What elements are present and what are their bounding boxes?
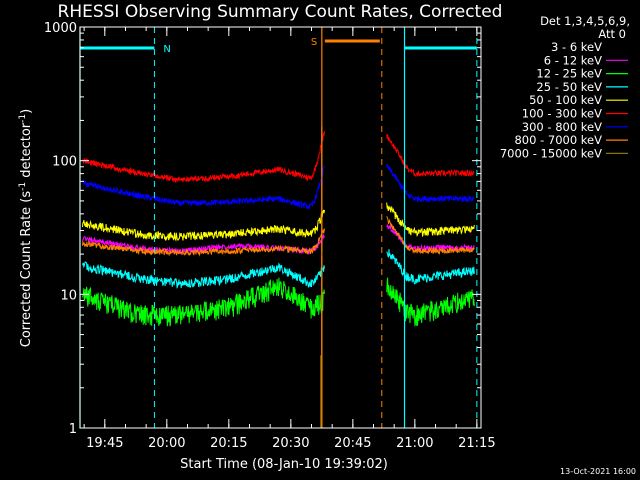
series-line-0-seg0 [82, 249, 325, 268]
y-tick-label-1: 10 [60, 288, 77, 303]
y-tick-label-0: 1 [69, 422, 77, 437]
y-axis-label-main: Corrected Count Rate (s [19, 191, 34, 348]
series-line-3-seg1 [386, 249, 475, 285]
legend-label-5: 100 - 300 keV [522, 107, 602, 121]
y-tick-label-2: 100 [52, 155, 77, 170]
chart-title: RHESSI Observing Summary Count Rates, Co… [58, 2, 503, 22]
legend-label-6: 300 - 800 keV [522, 120, 602, 134]
series-line-2-seg1 [386, 277, 475, 327]
series-line-6-seg1 [386, 163, 475, 204]
series-line-0-seg1 [386, 238, 475, 265]
legend-label-1: 6 - 12 keV [544, 53, 602, 67]
legend-label-2: 12 - 25 keV [536, 67, 602, 81]
series-line-7-seg1 [386, 216, 475, 256]
x-tick-label-5: 21:00 [396, 436, 433, 451]
plot-frame [79, 26, 482, 429]
legend-title-2: Att 0 [598, 27, 626, 41]
generation-timestamp: 13-Oct-2021 16:00 [560, 467, 636, 476]
y-axis-label-end: ) [19, 109, 34, 114]
series-line-2-seg0 [82, 277, 325, 327]
x-tick-label-0: 19:45 [86, 436, 123, 451]
plot-area: N S 1 10 100 1000 19:45 20:00 20:15 20:30 20:45 21:… [44, 21, 496, 451]
x-tick-label-2: 20:15 [210, 436, 247, 451]
legend-label-4: 50 - 100 keV [529, 93, 602, 107]
x-tick-label-3: 20:30 [272, 436, 309, 451]
series-line-4-seg0 [82, 209, 325, 242]
series-line-7-seg0 [82, 228, 325, 257]
legend-label-3: 25 - 50 keV [536, 80, 602, 94]
x-tick-label-1: 20:00 [148, 436, 185, 451]
legend-label-8: 7000 - 15000 keV [500, 146, 602, 160]
series-line-4-seg1 [386, 202, 475, 238]
y-axis-label-mid: detector [19, 122, 34, 182]
flag-s-label: S [311, 37, 317, 48]
y-axis-label-sup1: -1 [18, 182, 28, 191]
series-line-3-seg0 [82, 261, 325, 289]
x-tick-label-6: 21:15 [458, 436, 495, 451]
x-axis-label: Start Time (08-Jan-10 19:39:02) [180, 457, 388, 472]
series-line-5-seg1 [386, 134, 475, 178]
y-axis-label: Corrected Count Rate (s-1 detector-1) [18, 109, 34, 347]
series-line-5-seg0 [82, 131, 325, 184]
y-axis-label-sup2: -1 [18, 114, 28, 123]
legend-label-7: 800 - 7000 keV [514, 133, 602, 147]
legend-title-1: Det 1,3,4,5,6,9, [540, 14, 630, 28]
x-tick-label-4: 20:45 [334, 436, 371, 451]
y-tick-label-3: 1000 [44, 21, 77, 36]
flag-n-label: N [163, 44, 170, 55]
series-line-6-seg0 [82, 165, 325, 209]
legend-label-0: 3 - 6 keV [551, 40, 602, 54]
